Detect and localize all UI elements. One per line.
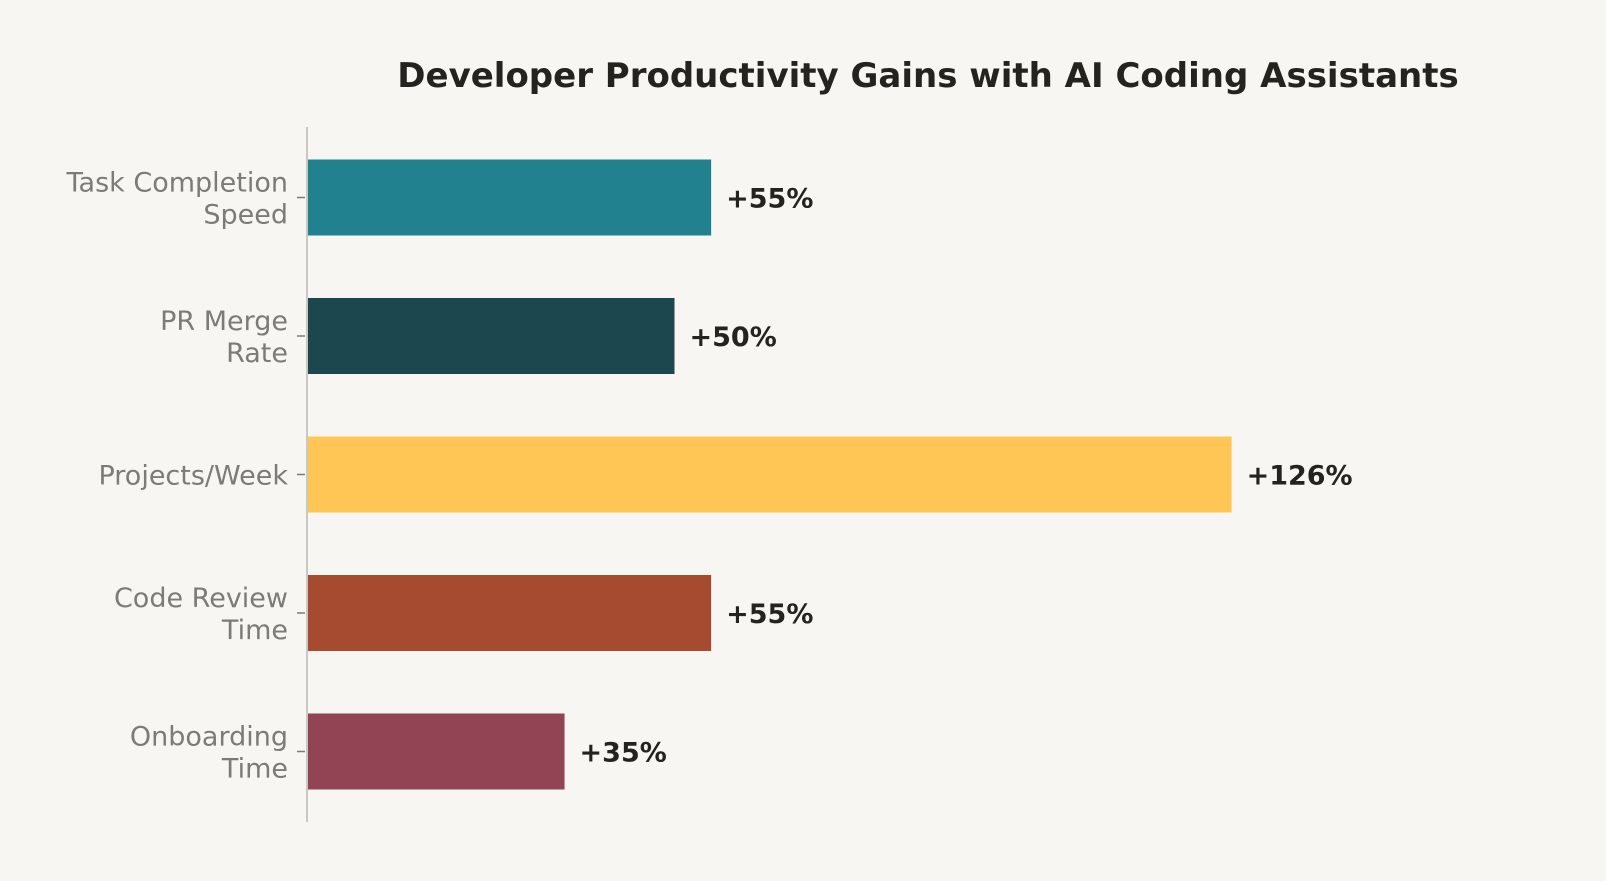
y-tick-label-4: Onboarding Time (130, 722, 288, 785)
bar-2 (308, 436, 1232, 513)
y-tick-label-line: Rate (226, 338, 288, 369)
y-tick-label-line: Speed (203, 200, 288, 231)
bar-1 (308, 298, 675, 374)
y-axis-ticks (297, 196, 305, 753)
value-label-0: +55% (726, 184, 813, 215)
y-tick-label-line: Code Review (114, 583, 288, 614)
y-tick-label-line: Time (221, 754, 288, 785)
bar-0 (308, 159, 712, 236)
y-tick-label-2: Projects/Week (98, 461, 288, 492)
y-tick-label-line: Projects/Week (98, 461, 288, 492)
value-labels: +55% +50% +126% +55% +35% (580, 184, 1353, 769)
y-tick-label-line: Task Completion (66, 168, 289, 199)
bar-4 (308, 713, 565, 790)
value-label-2: +126% (1247, 461, 1353, 492)
value-label-1: +50% (690, 322, 777, 353)
y-tick-label-line: Onboarding (130, 722, 288, 753)
value-label-4: +35% (580, 738, 667, 769)
y-tick-label-line: Time (221, 615, 288, 646)
y-tick-label-line: PR Merge (160, 306, 288, 337)
y-tick-label-1: PR Merge Rate (160, 306, 288, 369)
y-tick-label-3: Code Review Time (114, 583, 288, 646)
bar-3 (308, 575, 712, 651)
y-tick-label-0: Task Completion Speed (66, 168, 289, 231)
value-label-3: +55% (726, 599, 813, 630)
y-axis-tick-labels: Task Completion Speed PR Merge Rate Projects… (66, 168, 289, 785)
chart-title: Developer Productivity Gains with AI Cod… (397, 56, 1458, 96)
bars (308, 159, 1232, 790)
